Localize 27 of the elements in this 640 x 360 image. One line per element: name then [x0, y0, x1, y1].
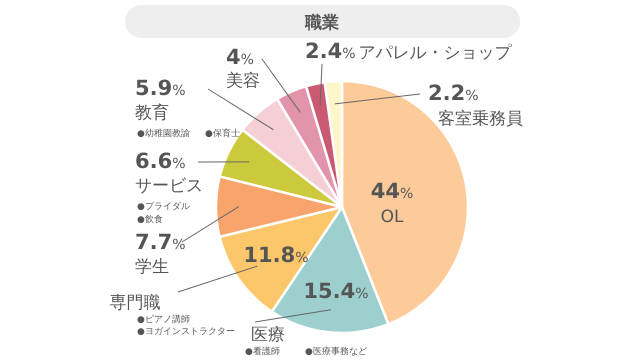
- slice-label: 医療: [251, 325, 285, 345]
- text: ●ブライダル: [137, 201, 190, 212]
- data-label: 2.2%: [428, 81, 479, 105]
- data-label: 44%: [370, 179, 414, 203]
- chart-title: 職業: [304, 13, 339, 33]
- text: ●ヨガインストラクター: [137, 327, 235, 337]
- slice-label: アパレル・ショップ: [358, 43, 513, 63]
- data-label: 11.8%: [243, 243, 309, 267]
- data-label: 6.6%: [135, 149, 186, 173]
- slice-label: 客室乗務員: [438, 109, 523, 129]
- slice-label: 美容: [226, 71, 260, 91]
- data-label: 7.7%: [135, 230, 186, 254]
- text: ●飲食: [137, 214, 163, 225]
- data-label: 2.4%: [305, 39, 356, 63]
- slice-label: 学生: [135, 257, 169, 277]
- data-label: 5.9%: [135, 76, 186, 100]
- slice-label: サービス: [135, 176, 203, 196]
- text: ●医療事務など: [305, 346, 367, 357]
- data-label: 15.4%: [303, 279, 369, 303]
- text: ●保育士: [205, 128, 240, 139]
- slice-label: 教育: [135, 103, 169, 123]
- text: ●幼稚園教諭: [137, 128, 190, 139]
- data-label: 4%: [226, 45, 254, 69]
- slice-label: OL: [380, 207, 404, 227]
- text: ●ピアノ講師: [137, 314, 190, 325]
- text: ●看護師: [245, 346, 280, 357]
- slice-label: 専門職: [110, 293, 160, 313]
